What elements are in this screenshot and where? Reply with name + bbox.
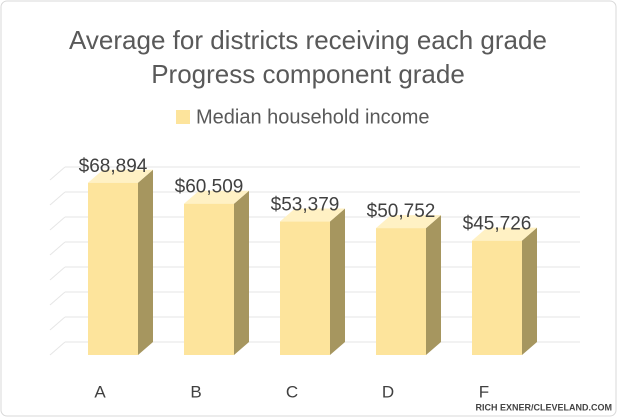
x-tick-label: C — [286, 382, 298, 401]
bar-top — [88, 169, 153, 183]
bar-side — [426, 215, 441, 355]
bar — [184, 203, 234, 355]
grid-line-side — [49, 191, 66, 206]
grid-line-side — [49, 341, 66, 356]
x-tick-label: D — [382, 382, 394, 401]
bar-top — [376, 215, 441, 229]
value-label: $53,379 — [271, 195, 340, 216]
bar — [376, 228, 426, 355]
grid-line-side — [49, 241, 66, 256]
x-tick-label: B — [190, 382, 201, 401]
legend-swatch — [176, 110, 190, 124]
bar — [88, 182, 138, 355]
bar — [280, 221, 330, 355]
x-tick-label: F — [479, 382, 489, 401]
bar-top — [184, 190, 249, 204]
bar-side — [138, 169, 153, 355]
bar — [472, 240, 522, 355]
grid-line-side — [49, 316, 66, 331]
bar-side — [234, 190, 249, 355]
bar-side — [522, 227, 537, 355]
value-label: $50,752 — [367, 201, 436, 222]
value-label: $60,509 — [175, 177, 244, 198]
grid-line-side — [49, 166, 66, 181]
legend-label: Median household income — [196, 106, 430, 128]
grid-line-side — [49, 216, 66, 231]
bar-top — [280, 208, 345, 222]
x-tick-label: A — [94, 382, 106, 401]
credit: RICH EXNER/CLEVELAND.COM — [475, 402, 612, 412]
chart-subtitle: Progress component grade — [151, 59, 465, 89]
grid-line-side — [49, 266, 66, 281]
value-label: $68,894 — [79, 156, 148, 177]
bar-side — [330, 208, 345, 355]
grid-line-side — [49, 291, 66, 306]
chart-title: Average for districts receiving each gra… — [69, 25, 547, 55]
value-label: $45,726 — [463, 214, 532, 235]
bar-top — [472, 227, 537, 241]
